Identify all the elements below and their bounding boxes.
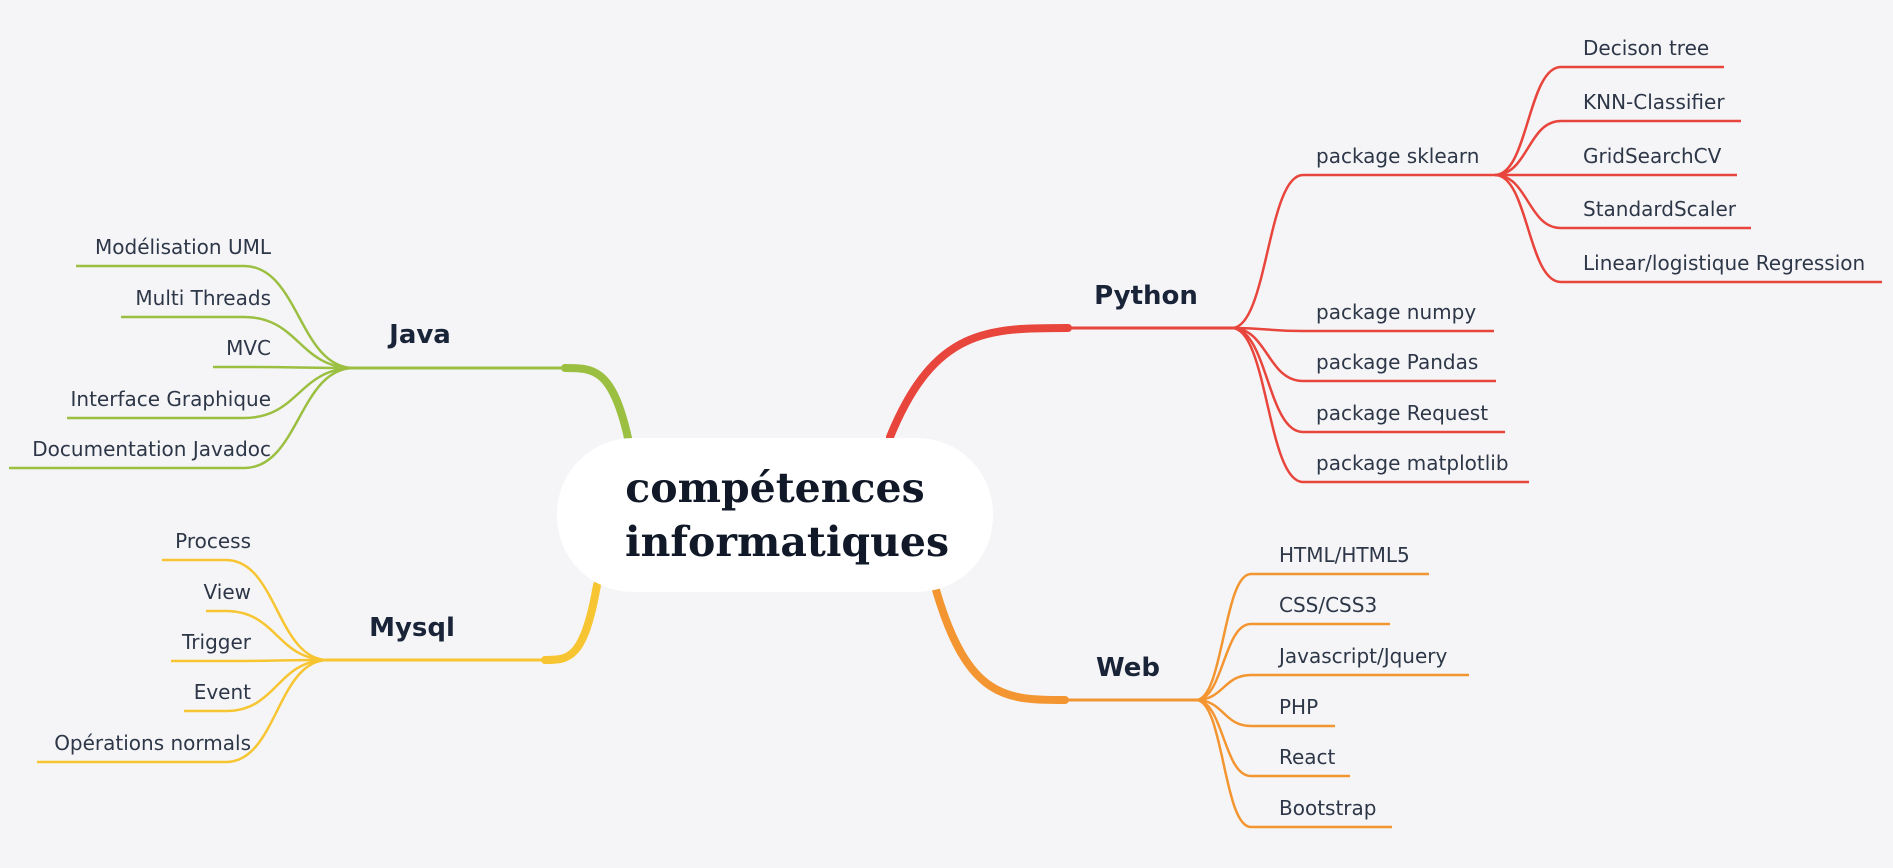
python-sublink-standardscaler <box>1494 173 1562 230</box>
python-sublink-decison-tree <box>1494 65 1562 177</box>
java-link-interface-graphique <box>243 366 355 420</box>
central-topic-node[interactable]: compétences informatiques <box>557 438 993 592</box>
central-topic-title: compétences informatiques <box>625 464 950 566</box>
web-link-bootstrap <box>1195 698 1252 829</box>
mysql-link-view <box>225 609 329 662</box>
web-item-react[interactable]: React <box>1279 745 1336 769</box>
java-link-mod-lisation-uml <box>243 264 355 370</box>
java-main-connector <box>561 364 632 442</box>
web-item-html-html5[interactable]: HTML/HTML5 <box>1279 543 1410 567</box>
python-item-package-pandas[interactable]: package Pandas <box>1316 350 1478 374</box>
web-item-css-css3[interactable]: CSS/CSS3 <box>1279 593 1377 617</box>
python-item-package-sklearn[interactable]: package sklearn <box>1316 144 1479 168</box>
java-item-mod-lisation-uml[interactable]: Modélisation UML <box>95 235 272 259</box>
python-link-package-sklearn <box>1231 173 1304 330</box>
java-link-multi-threads <box>243 315 355 370</box>
mysql-item-process[interactable]: Process <box>175 529 251 553</box>
python-subitem-gridsearchcv[interactable]: GridSearchCV <box>1583 144 1722 168</box>
java-item-documentation-javadoc[interactable]: Documentation Javadoc <box>32 437 271 461</box>
mysql-link-process <box>225 558 329 662</box>
mindmap-labels: Java Modélisation UML Multi Threads MVC Inte… <box>32 36 1865 820</box>
mysql-item-event[interactable]: Event <box>194 680 251 704</box>
mysql-main-connector <box>541 581 601 664</box>
python-node-label[interactable]: Python <box>1094 281 1198 311</box>
web-node-label[interactable]: Web <box>1096 653 1160 683</box>
mysql-item-op-rations-normals[interactable]: Opérations normals <box>54 731 251 755</box>
python-item-package-numpy[interactable]: package numpy <box>1316 300 1476 324</box>
mysql-item-trigger[interactable]: Trigger <box>181 630 252 654</box>
web-link-javascript-jquery <box>1195 673 1252 702</box>
python-item-package-request[interactable]: package Request <box>1316 401 1488 425</box>
java-item-interface-graphique[interactable]: Interface Graphique <box>71 387 271 411</box>
python-subitem-knn-classifier[interactable]: KNN-Classifier <box>1583 90 1725 114</box>
mysql-link-trigger <box>225 658 329 663</box>
web-link-html-html5 <box>1195 572 1252 702</box>
python-subitem-standardscaler[interactable]: StandardScaler <box>1583 197 1737 221</box>
mysql-link-event <box>225 658 329 713</box>
java-item-mvc[interactable]: MVC <box>226 336 271 360</box>
python-sublink-linear-logistique-regression <box>1494 173 1562 284</box>
python-subitem-decison-tree[interactable]: Decison tree <box>1583 36 1709 60</box>
java-link-mvc <box>243 365 355 370</box>
python-main-connector <box>886 324 1072 441</box>
mysql-link-op-rations-normals <box>225 658 329 764</box>
web-item-php[interactable]: PHP <box>1279 695 1318 719</box>
mysql-item-view[interactable]: View <box>204 580 251 604</box>
python-link-package-matplotlib <box>1231 326 1304 484</box>
web-link-css-css3 <box>1195 622 1252 702</box>
python-subitem-linear-logistique-regression[interactable]: Linear/logistique Regression <box>1583 251 1865 275</box>
python-sublink-knn-classifier <box>1494 119 1562 177</box>
java-item-multi-threads[interactable]: Multi Threads <box>135 286 271 310</box>
web-main-connector <box>932 586 1069 704</box>
mysql-node-label[interactable]: Mysql <box>369 613 455 643</box>
java-node-label[interactable]: Java <box>387 320 451 350</box>
web-item-bootstrap[interactable]: Bootstrap <box>1279 796 1376 820</box>
mindmap-links <box>9 65 1882 829</box>
java-link-documentation-javadoc <box>243 366 355 470</box>
web-item-javascript-jquery[interactable]: Javascript/Jquery <box>1277 644 1448 668</box>
python-link-package-pandas <box>1231 326 1304 383</box>
python-item-package-matplotlib[interactable]: package matplotlib <box>1316 451 1509 475</box>
